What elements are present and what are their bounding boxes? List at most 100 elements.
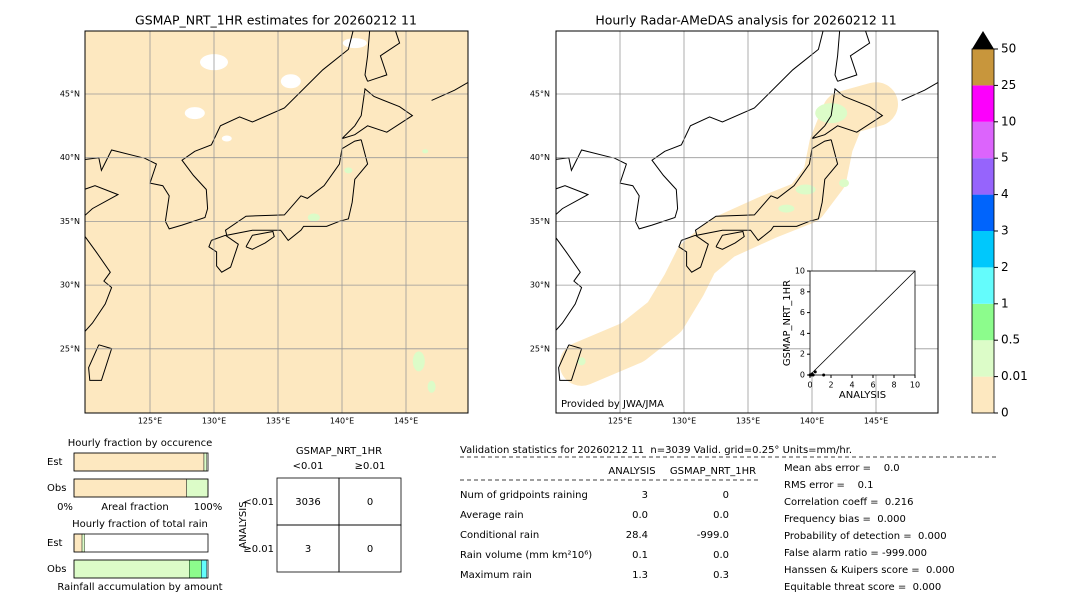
color-box bbox=[972, 303, 994, 341]
row-label: Rain volume (mm km²10⁶) bbox=[460, 550, 592, 561]
coastline bbox=[901, 81, 938, 101]
panel-title: Hourly fraction of total rain bbox=[72, 519, 208, 530]
map-frame bbox=[84, 30, 469, 414]
coastline bbox=[431, 81, 468, 101]
colorbar: 0 0.01 0.5 1 2 3 4 5 10 25 50 bbox=[971, 31, 1028, 420]
axis-label: 100% bbox=[194, 502, 223, 513]
color-box bbox=[972, 231, 994, 268]
score: Mean abs error = 0.0 bbox=[784, 463, 900, 474]
rain-area bbox=[577, 357, 586, 366]
score: Correlation coeff = 0.216 bbox=[784, 497, 914, 508]
lat-label: 35°N bbox=[60, 217, 80, 226]
col-header: GSMAP_NRT_1HR bbox=[670, 466, 756, 477]
tick-label: 10 bbox=[1001, 114, 1016, 128]
coastline bbox=[224, 139, 369, 242]
stat-value: 0.0 bbox=[713, 510, 729, 521]
row-header: ≥0.01 bbox=[243, 544, 274, 555]
bar-frame bbox=[73, 559, 209, 579]
tick-label: 0 bbox=[1001, 406, 1009, 420]
lat-label: 40°N bbox=[60, 153, 80, 162]
x-tick-label: 0 bbox=[807, 381, 812, 390]
map-background bbox=[85, 31, 468, 413]
score: Frequency bias = 0.000 bbox=[784, 514, 906, 525]
color-box bbox=[972, 49, 994, 86]
row-label: Average rain bbox=[460, 510, 524, 521]
y-tick-label: 6 bbox=[800, 308, 805, 317]
lon-label: 135°E bbox=[266, 417, 290, 426]
coastline bbox=[834, 31, 841, 82]
x-tick-label: 8 bbox=[891, 381, 896, 390]
cell-value: 0 bbox=[367, 544, 373, 555]
cell-value: 3 bbox=[305, 544, 311, 555]
tick-label: 5 bbox=[1001, 151, 1009, 165]
coastline bbox=[613, 31, 824, 230]
lat-label: 30°N bbox=[530, 281, 550, 290]
color-box bbox=[972, 194, 994, 231]
col-header: ANALYSIS bbox=[608, 466, 655, 477]
lat-label: 25°N bbox=[530, 344, 550, 353]
fraction-segment bbox=[203, 452, 207, 472]
col-header: ≥0.01 bbox=[355, 461, 386, 472]
map-left bbox=[85, 31, 468, 413]
stat-value: 0.3 bbox=[713, 570, 729, 581]
fraction-segment bbox=[186, 478, 209, 498]
color-box bbox=[972, 267, 994, 304]
row-label: Conditional rain bbox=[460, 530, 539, 541]
point bbox=[822, 373, 826, 377]
validation-stats: Validation statistics for 20260212 11 n=… bbox=[460, 445, 996, 593]
rain-area bbox=[307, 213, 320, 222]
extend-arrow bbox=[972, 31, 994, 49]
y-tick-label: 0 bbox=[800, 371, 805, 380]
lon-label: 125°E bbox=[608, 417, 632, 426]
coastline bbox=[341, 87, 414, 140]
y-tick-label: 4 bbox=[800, 329, 805, 338]
row-header: <0.01 bbox=[243, 497, 274, 508]
stat-value: 0.0 bbox=[713, 550, 729, 561]
score: Probability of detection = 0.000 bbox=[784, 531, 947, 542]
panel-title: Hourly fraction by occurence bbox=[68, 438, 212, 449]
lon-label: 130°E bbox=[672, 417, 696, 426]
lat-label: 40°N bbox=[530, 153, 550, 162]
stat-value: 3 bbox=[642, 490, 648, 501]
coastline bbox=[88, 344, 113, 381]
cell bbox=[338, 524, 402, 573]
coastline bbox=[837, 31, 871, 82]
stat-value: 1.3 bbox=[632, 570, 648, 581]
lon-label: 135°E bbox=[736, 417, 760, 426]
no-rain-area bbox=[184, 107, 205, 120]
color-box bbox=[972, 85, 994, 122]
lon-label: 125°E bbox=[138, 417, 162, 426]
fraction-segment bbox=[73, 452, 205, 472]
fraction-segment bbox=[189, 559, 202, 579]
bar-frame bbox=[73, 533, 209, 553]
map-frame bbox=[555, 30, 939, 414]
rain-area bbox=[427, 380, 436, 393]
coastline bbox=[367, 31, 401, 82]
x-axis-label: ANALYSIS bbox=[839, 390, 886, 401]
tick-label: 25 bbox=[1001, 78, 1016, 92]
diagonal bbox=[809, 270, 916, 376]
row-label: Maximum rain bbox=[460, 570, 532, 581]
fraction-panels: Hourly fraction by occurence Est Obs 0% Area… bbox=[47, 438, 223, 593]
rain-area bbox=[344, 167, 353, 174]
coastline bbox=[85, 149, 143, 333]
analysis-area bbox=[559, 82, 898, 386]
map-title: Hourly Radar-AMeDAS analysis for 2026021… bbox=[595, 13, 896, 28]
tick-label: 0.01 bbox=[1001, 369, 1028, 383]
fraction-segment bbox=[73, 533, 83, 553]
panel-caption: Rainfall accumulation by amount bbox=[57, 582, 222, 593]
rain-area bbox=[412, 351, 425, 372]
row-label: Num of gridpoints raining bbox=[460, 490, 588, 501]
y-tick-label: 2 bbox=[800, 350, 805, 359]
lon-label: 145°E bbox=[394, 417, 418, 426]
rain-area bbox=[422, 149, 429, 154]
x-tick-label: 10 bbox=[910, 381, 920, 390]
row-label: Est bbox=[47, 457, 63, 468]
bar-frame bbox=[73, 452, 209, 472]
row-label: Obs bbox=[47, 564, 66, 575]
point bbox=[811, 373, 815, 377]
x-tick-label: 6 bbox=[870, 381, 875, 390]
coastline bbox=[143, 31, 354, 230]
tick-label: 2 bbox=[1001, 260, 1009, 274]
color-box bbox=[972, 158, 994, 195]
